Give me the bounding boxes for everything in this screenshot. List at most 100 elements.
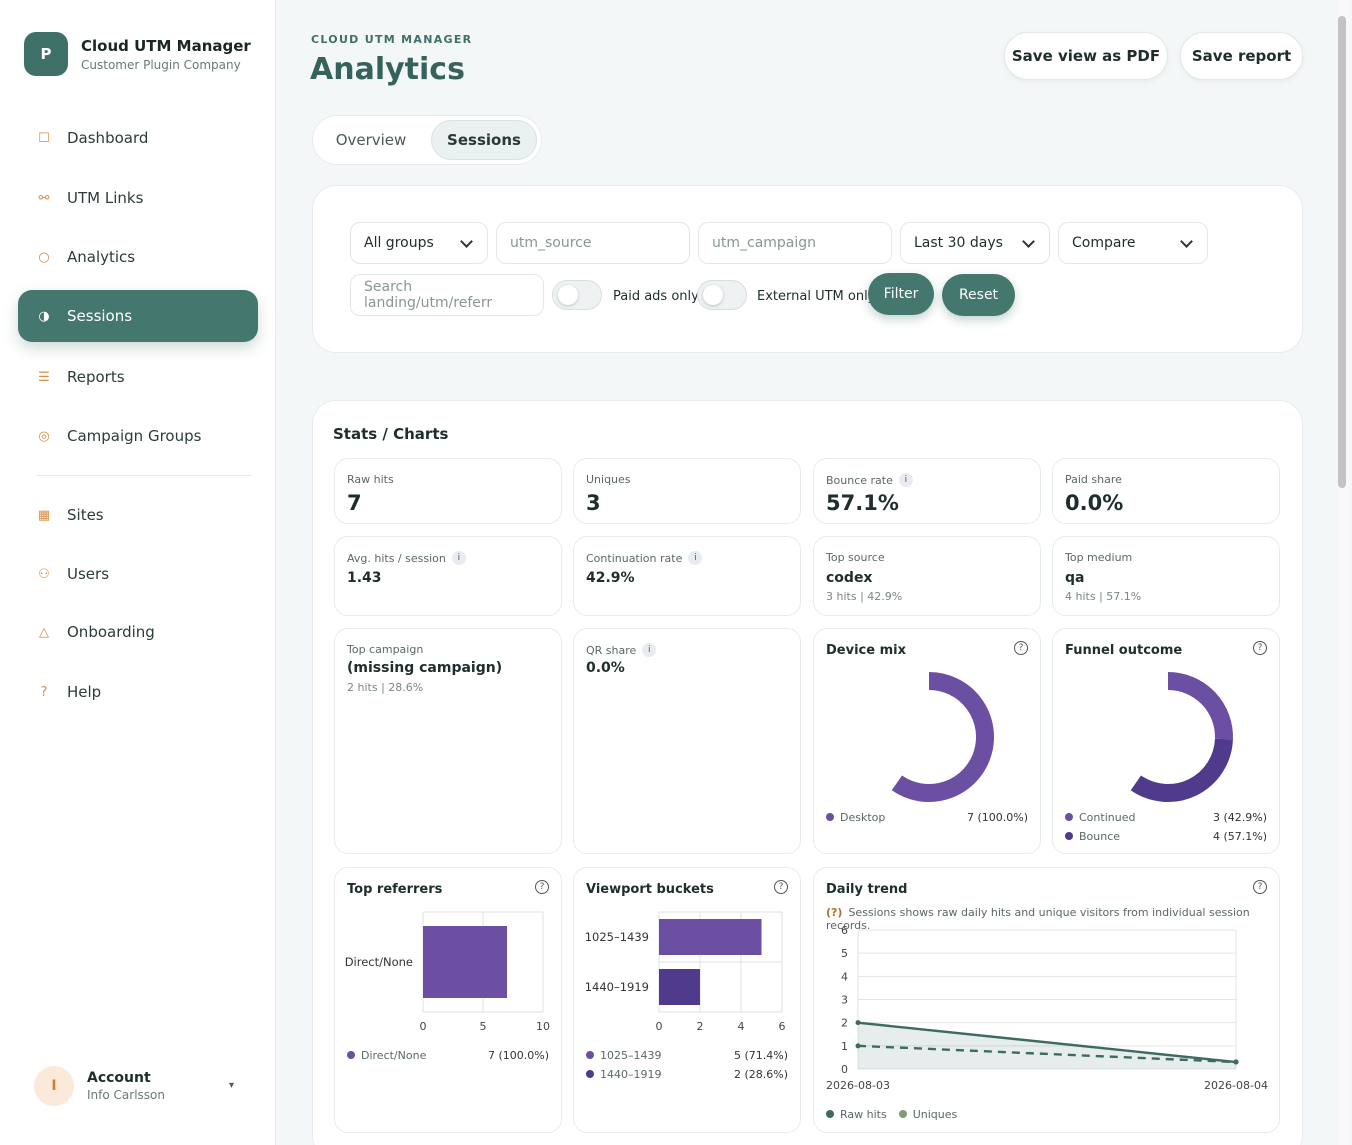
top-referrers-bars: 0 5 10 Direct/None: [345, 911, 550, 1033]
group-select[interactable]: All groups: [350, 222, 488, 264]
stat-label: Top medium: [1065, 551, 1133, 564]
stat-sub: 3 hits | 42.9%: [826, 590, 903, 603]
data-point[interactable]: [855, 1020, 861, 1026]
stat-value: qa: [1065, 570, 1085, 586]
legend-dot: [1065, 832, 1073, 840]
page-kicker: CLOUD UTM MANAGER: [311, 33, 473, 46]
reset-button[interactable]: Reset: [942, 274, 1015, 316]
stat-value: 1.43: [347, 570, 382, 586]
series-line[interactable]: [857, 1044, 1237, 1064]
sidebar-item-label: Help: [67, 683, 102, 701]
stat-value: 57.1%: [826, 491, 899, 515]
legend-item: 1440–1919 2 (28.6%): [586, 1068, 788, 1081]
sidebar-item-help[interactable]: ? Help: [18, 666, 258, 718]
stat-uniques: Uniques 3: [573, 458, 801, 524]
account-menu[interactable]: I Account Info Carlsson ▾: [34, 1066, 244, 1106]
bar[interactable]: [659, 969, 700, 1005]
info-icon[interactable]: i: [451, 551, 466, 565]
sidebar-item-analytics[interactable]: ○ Analytics: [18, 231, 258, 283]
stat-label: Raw hits: [347, 473, 394, 486]
stat-qr-share: QR share i 0.0%: [573, 628, 801, 854]
help-icon[interactable]: ?: [1014, 641, 1028, 655]
page-scrollbar[interactable]: [1338, 0, 1350, 1145]
stat-label: Uniques: [586, 473, 631, 486]
legend-value: 7 (100.0%): [487, 1049, 549, 1062]
bar[interactable]: [659, 919, 762, 955]
legend-dot: [826, 1110, 834, 1118]
scrollbar-thumb[interactable]: [1338, 16, 1346, 488]
filter-button[interactable]: Filter: [868, 273, 934, 315]
funnel-donut: [1130, 672, 1233, 802]
help-icon[interactable]: ?: [774, 880, 788, 894]
pie-slice[interactable]: [1130, 738, 1233, 802]
tick-label: 0: [420, 1020, 427, 1033]
brand[interactable]: P Cloud UTM Manager Customer Plugin Comp…: [24, 32, 251, 76]
sidebar-item-sites[interactable]: ▦ Sites: [18, 489, 258, 541]
sidebar-item-utm-links[interactable]: ⚯ UTM Links: [18, 172, 258, 224]
stat-top-source: Top source codex 3 hits | 42.9%: [813, 536, 1041, 616]
save-pdf-button[interactable]: Save view as PDF: [1004, 32, 1168, 80]
caret-down-icon[interactable]: ▾: [228, 1080, 234, 1091]
legend-item: Continued 3 (42.9%): [1065, 811, 1267, 824]
external-utm-toggle[interactable]: [697, 280, 747, 310]
info-icon[interactable]: i: [642, 643, 657, 657]
legend-value: 7 (100.0%): [966, 811, 1028, 824]
external-utm-label: External UTM only: [757, 289, 876, 304]
search-input[interactable]: Search landing/utm/referr: [350, 274, 544, 316]
stat-value: 0.0%: [586, 660, 625, 676]
legend-item: Raw hits: [826, 1108, 887, 1121]
sidebar-item-reports[interactable]: ☰ Reports: [18, 351, 258, 403]
viewport-bars: 0 2 4 6 1025–1439 1440–1919: [585, 911, 786, 1033]
data-point[interactable]: [855, 1043, 861, 1049]
stat-value: codex: [826, 570, 873, 586]
tab-overview[interactable]: Overview: [335, 131, 407, 149]
data-point[interactable]: [1233, 1059, 1239, 1065]
pie-slice[interactable]: [1167, 672, 1233, 740]
sidebar-item-users[interactable]: ⚇ Users: [18, 548, 258, 600]
legend-dot: [826, 813, 834, 821]
save-report-button[interactable]: Save report: [1180, 32, 1303, 80]
x-tick-label: 2026-08-03: [826, 1079, 890, 1092]
tick-label: 4: [738, 1020, 745, 1033]
device-mix-donut: [891, 672, 994, 802]
legend-label: Uniques: [912, 1108, 958, 1121]
chart-title: Funnel outcome: [1065, 643, 1183, 658]
device-mix-chart: Device mix ? Desktop 7 (100.0%): [813, 628, 1041, 854]
compare-select[interactable]: Compare: [1058, 222, 1208, 264]
paid-ads-toggle[interactable]: [552, 280, 602, 310]
bar[interactable]: [423, 926, 507, 998]
help-icon[interactable]: ?: [1253, 641, 1267, 655]
stat-label: Avg. hits / session: [347, 551, 446, 565]
legend-dot: [586, 1051, 594, 1059]
sidebar-item-dashboard[interactable]: ☐ Dashboard: [18, 112, 258, 164]
chevron-down-icon: [460, 235, 473, 248]
sidebar-item-onboarding[interactable]: △ Onboarding: [18, 606, 258, 658]
info-icon[interactable]: i: [898, 473, 913, 487]
tick-label: 10: [536, 1020, 550, 1033]
series-line[interactable]: [857, 1021, 1237, 1064]
info-icon[interactable]: i: [688, 551, 703, 565]
legend-label: 1025–1439: [600, 1049, 662, 1062]
stat-continuation-rate: Continuation rate i 42.9%: [573, 536, 801, 616]
tab-sessions[interactable]: Sessions: [431, 120, 537, 160]
help-icon[interactable]: ?: [1253, 880, 1267, 894]
pie-slice[interactable]: [891, 672, 994, 802]
utm-campaign-input[interactable]: utm_campaign: [698, 222, 892, 264]
category-label: Direct/None: [345, 955, 413, 969]
sidebar-item-sessions[interactable]: ◑ Sessions: [18, 290, 258, 342]
help-icon[interactable]: ?: [535, 880, 549, 894]
sidebar-item-campaign-groups[interactable]: ◎ Campaign Groups: [18, 410, 258, 462]
funnel-outcome-chart: Funnel outcome ? Continued 3 (42.9%) Bou…: [1052, 628, 1280, 854]
chart-title: Viewport buckets: [586, 882, 714, 897]
view-tabs: Overview Sessions: [312, 115, 542, 165]
stat-label: Top campaign: [347, 643, 424, 656]
y-tick-label: 5: [841, 947, 848, 960]
date-range-select[interactable]: Last 30 days: [900, 222, 1050, 264]
legend-dot: [586, 1070, 594, 1078]
triangle-icon: △: [39, 624, 49, 640]
x-tick-label: 2026-08-04: [1204, 1079, 1268, 1092]
utm-source-input[interactable]: utm_source: [496, 222, 690, 264]
stat-value: 7: [347, 491, 362, 515]
stat-label: Bounce rate: [826, 473, 893, 487]
y-tick-label: 3: [841, 994, 848, 1007]
